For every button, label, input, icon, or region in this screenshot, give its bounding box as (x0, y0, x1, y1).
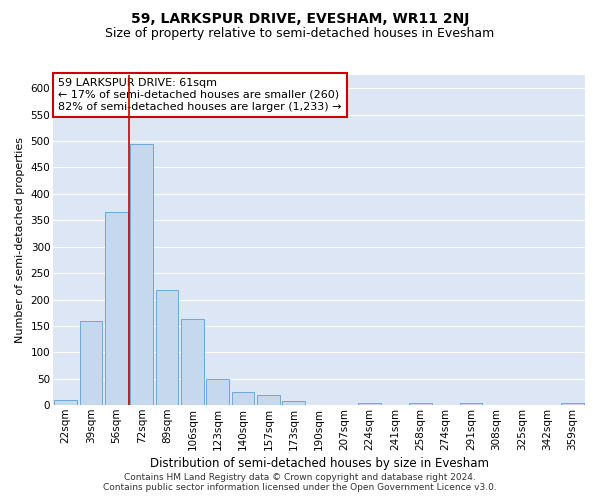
Bar (257, 394, 280, 405)
Bar (232, 392, 254, 405)
X-axis label: Distribution of semi-detached houses by size in Evesham: Distribution of semi-detached houses by … (149, 457, 488, 470)
Bar (283, 401, 305, 405)
Bar (80, 320, 103, 405)
Y-axis label: Number of semi-detached properties: Number of semi-detached properties (15, 137, 25, 343)
Text: Contains HM Land Registry data © Crown copyright and database right 2024.
Contai: Contains HM Land Registry data © Crown c… (103, 473, 497, 492)
Bar (130, 144, 153, 405)
Text: 59, LARKSPUR DRIVE, EVESHAM, WR11 2NJ: 59, LARKSPUR DRIVE, EVESHAM, WR11 2NJ (131, 12, 469, 26)
Bar (105, 212, 128, 405)
Text: Size of property relative to semi-detached houses in Evesham: Size of property relative to semi-detach… (106, 28, 494, 40)
Text: 59 LARKSPUR DRIVE: 61sqm
← 17% of semi-detached houses are smaller (260)
82% of : 59 LARKSPUR DRIVE: 61sqm ← 17% of semi-d… (58, 78, 342, 112)
Bar (460, 402, 482, 405)
Bar (561, 402, 584, 405)
Bar (181, 319, 204, 405)
Bar (206, 378, 229, 405)
Bar (358, 402, 381, 405)
Bar (155, 290, 178, 405)
Bar (409, 402, 432, 405)
Bar (55, 400, 77, 405)
